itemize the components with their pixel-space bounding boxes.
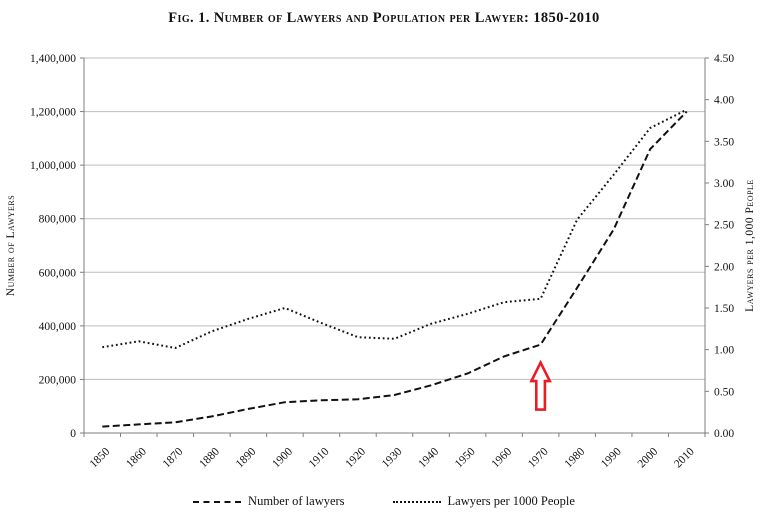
axis-titles: Number of Lawyers Lawyers per 1,000 Peopl… [5,179,756,312]
right-axis-tick-label: 2.50 [714,220,734,232]
x-axis-tick-label: 1870 [161,445,186,470]
x-axis-tick-label: 1860 [124,445,149,470]
gridlines [84,57,705,380]
x-axis-tick-label: 1900 [270,445,295,470]
left-axis-tick-label: 1,000,000 [30,160,76,172]
arrow-annotation [529,359,552,411]
left-axis-tick-label: 1,200,000 [30,107,76,119]
x-axis-tick-label: 1890 [234,445,259,470]
left-axis-tick-label: 600,000 [39,267,77,279]
left-axis-tick-label: 1,400,000 [30,53,76,65]
axis-tick-labels: 0 200,000 400,000 600,000 800,000 1,000,000 1,… [30,53,734,470]
series-line-number-of-lawyers [102,110,688,428]
left-axis-tick-label: 200,000 [39,374,77,386]
series-line-lawyers-per-1000 [102,108,688,350]
right-axis-tick-label: 0.00 [714,428,734,440]
right-axis-tick-label: 3.00 [714,178,734,190]
right-axis-title: Lawyers per 1,000 People [744,179,756,312]
x-axis-tick-label: 1940 [416,445,441,470]
dashed-line-sample-icon [193,500,242,503]
data-series [102,108,688,428]
legend-item-lawyers-per-1000: Lawyers per 1000 People [392,494,575,509]
axes [80,57,709,437]
legend-label-lawyers-per-1000: Lawyers per 1000 People [447,494,575,508]
x-axis-tick-label: 2000 [636,445,661,470]
x-axis-tick-label: 1960 [489,445,514,470]
right-axis-tick-label: 1.50 [714,303,734,315]
legend-item-number-of-lawyers: Number of lawyers [193,494,345,509]
right-axis-tick-label: 0.50 [714,386,734,398]
legend-label-number-of-lawyers: Number of lawyers [248,494,345,508]
x-axis-tick-label: 1980 [563,445,588,470]
x-axis-tick-label: 1930 [380,445,405,470]
x-axis-tick-label: 1970 [526,445,551,470]
red-up-arrow-icon [529,359,552,411]
x-axis-tick-label: 1880 [197,445,222,470]
dotted-line-sample-icon [392,500,441,503]
right-axis-tick-label: 4.50 [714,53,734,65]
x-axis-tick-label: 1990 [599,445,624,470]
left-axis-tick-label: 0 [70,428,76,440]
right-axis-tick-label: 4.00 [714,95,734,107]
left-axis-tick-label: 800,000 [39,214,77,226]
x-axis-tick-label: 1910 [307,445,332,470]
right-axis-tick-label: 2.00 [714,261,734,273]
x-axis-tick-label: 2010 [672,445,697,470]
x-axis-tick-label: 1850 [88,445,113,470]
right-axis-tick-label: 3.50 [714,136,734,148]
right-axis-tick-label: 1.00 [714,345,734,357]
left-axis-title: Number of Lawyers [5,195,17,296]
x-axis-tick-label: 1950 [453,445,478,470]
x-axis-tick-label: 1920 [343,445,368,470]
legend: Number of lawyers Lawyers per 1000 Peopl… [0,494,768,509]
chart-title: Fig. 1. Number of Lawyers and Population… [168,10,600,26]
left-axis-tick-label: 400,000 [39,321,77,333]
